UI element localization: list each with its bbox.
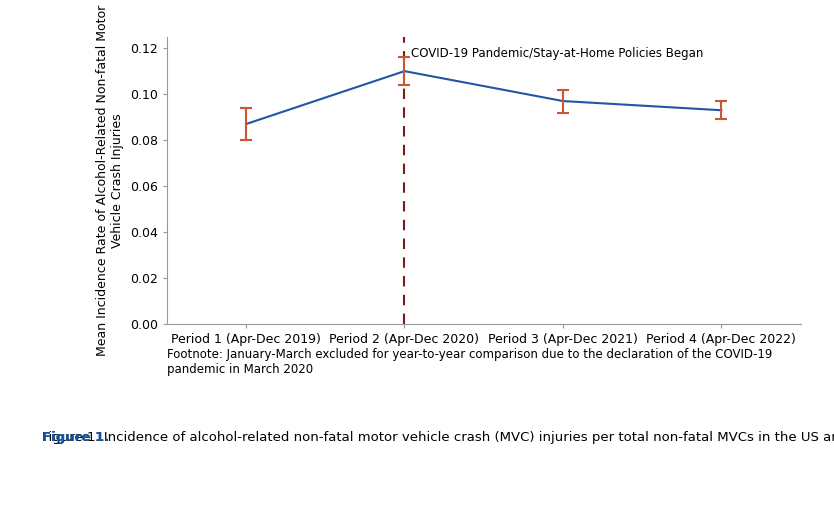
Text: pandemic in March 2020: pandemic in March 2020 [167, 363, 313, 377]
Y-axis label: Mean Incidence Rate of Alcohol-Related Non-fatal Motor
Vehicle Crash Injuries: Mean Incidence Rate of Alcohol-Related N… [96, 5, 124, 356]
Text: COVID-19 Pandemic/Stay-at-Home Policies Began: COVID-19 Pandemic/Stay-at-Home Policies … [411, 47, 703, 60]
Text: Figure 1. Incidence of alcohol-related non-fatal motor vehicle crash (MVC) injur: Figure 1. Incidence of alcohol-related n… [42, 431, 834, 445]
Text: Footnote: January-March excluded for year-to-year comparison due to the declarat: Footnote: January-March excluded for yea… [167, 348, 772, 361]
Text: Figure 1.: Figure 1. [42, 431, 109, 445]
Text: Figure 1.: Figure 1. [42, 431, 109, 445]
